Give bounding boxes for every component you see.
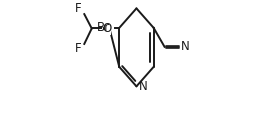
Text: O: O: [102, 22, 111, 35]
Text: N: N: [139, 80, 148, 93]
Text: F: F: [75, 2, 81, 15]
Text: Br: Br: [97, 21, 110, 34]
Text: N: N: [181, 40, 190, 53]
Text: F: F: [75, 42, 81, 55]
